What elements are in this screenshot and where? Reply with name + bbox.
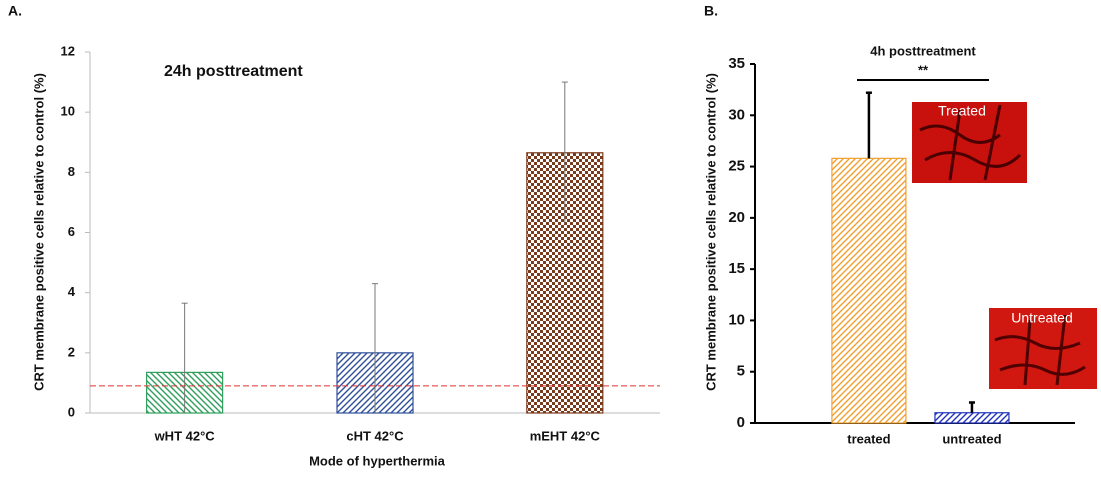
untreated-image: Untreated	[989, 308, 1097, 389]
panel-label: B.	[704, 3, 718, 19]
y-tick-label: 10	[728, 311, 745, 328]
bar	[831, 157, 907, 424]
y-tick-label: 0	[737, 414, 745, 431]
y-tick-label: 4	[68, 284, 76, 299]
y-tick-label: 15	[728, 260, 745, 277]
x-tick-label: untreated	[942, 431, 1001, 446]
y-axis-label: CRT membrane positive cells relative to …	[703, 73, 718, 391]
y-axis-label: CRT membrane positive cells relative to …	[31, 73, 46, 391]
x-tick-label: mEHT 42°C	[530, 428, 601, 443]
y-tick-label: 5	[737, 363, 745, 380]
y-tick-label: 30	[728, 106, 745, 123]
image-label: Untreated	[1011, 310, 1072, 326]
x-tick-label: wHT 42°C	[154, 428, 216, 443]
y-tick-label: 10	[61, 104, 75, 119]
y-tick-label: 35	[728, 55, 745, 72]
y-tick-label: 0	[68, 404, 75, 419]
y-tick-label: 2	[68, 344, 75, 359]
y-tick-label: 20	[728, 209, 745, 226]
x-tick-label: treated	[847, 431, 890, 446]
chart-title: 4h posttreatment	[870, 43, 976, 58]
y-tick-label: 25	[728, 158, 745, 175]
x-tick-label: cHT 42°C	[346, 428, 404, 443]
treated-image: Treated	[912, 102, 1027, 183]
panel-label: A.	[8, 3, 22, 19]
y-tick-label: 8	[68, 164, 75, 179]
y-tick-label: 6	[68, 224, 75, 239]
image-label: Treated	[938, 103, 986, 119]
significance: **	[918, 62, 929, 77]
x-axis-label: Mode of hyperthermia	[309, 453, 446, 468]
y-tick-label: 12	[61, 43, 75, 58]
chart-title: 24h posttreatment	[164, 63, 303, 80]
bar	[934, 412, 1010, 424]
